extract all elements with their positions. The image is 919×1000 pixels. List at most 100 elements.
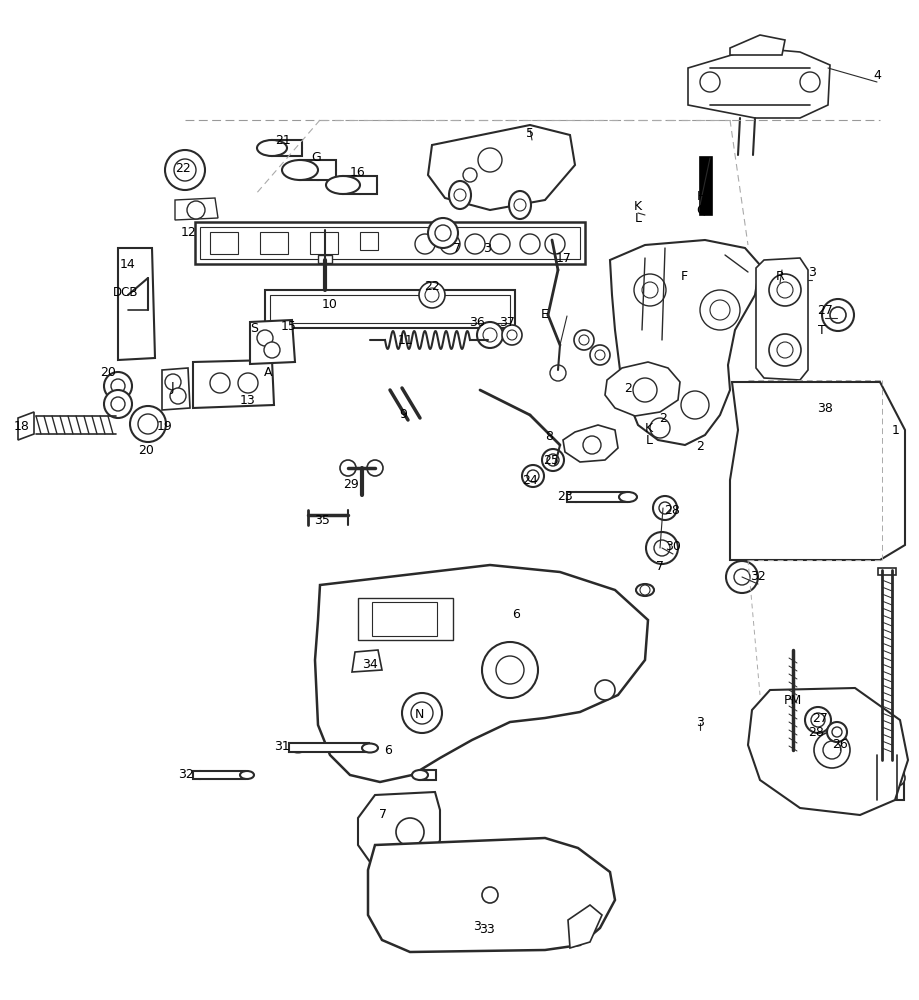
Text: 21: 21 [275, 134, 290, 147]
Text: 5: 5 [526, 127, 533, 140]
Circle shape [138, 414, 158, 434]
Circle shape [823, 741, 840, 759]
Bar [272, 140, 301, 156]
Text: 35: 35 [313, 514, 330, 526]
Text: 15: 15 [281, 320, 297, 334]
Bar [199, 227, 579, 259]
Text: F: F [680, 269, 686, 282]
Ellipse shape [325, 176, 359, 194]
Text: 3: 3 [482, 241, 491, 254]
Ellipse shape [256, 140, 287, 156]
Ellipse shape [566, 492, 584, 502]
Text: 7: 7 [379, 808, 387, 821]
Text: 8: 8 [544, 430, 552, 444]
Polygon shape [118, 248, 154, 360]
Circle shape [650, 418, 669, 438]
Bar [359, 232, 378, 250]
Circle shape [544, 234, 564, 254]
Text: 22: 22 [424, 280, 439, 294]
Circle shape [826, 722, 846, 742]
Text: 2: 2 [623, 381, 631, 394]
Text: 14: 14 [120, 258, 136, 271]
Circle shape [547, 454, 559, 466]
Circle shape [453, 189, 466, 201]
Text: 32: 32 [178, 768, 194, 781]
Circle shape [777, 282, 792, 298]
Text: 3: 3 [696, 716, 703, 730]
Circle shape [800, 72, 819, 92]
Text: 24: 24 [522, 474, 538, 487]
Polygon shape [747, 688, 907, 815]
Polygon shape [729, 35, 784, 55]
Circle shape [130, 406, 165, 442]
Circle shape [264, 342, 279, 358]
Circle shape [768, 274, 800, 306]
Circle shape [583, 436, 600, 454]
Polygon shape [567, 905, 601, 948]
Text: 19: 19 [157, 420, 173, 434]
Circle shape [439, 234, 460, 254]
Circle shape [709, 300, 729, 320]
Bar [210, 232, 238, 254]
Circle shape [519, 234, 539, 254]
Text: E: E [540, 308, 549, 322]
Bar [343, 176, 377, 194]
Text: 16: 16 [350, 166, 366, 179]
Ellipse shape [300, 160, 335, 180]
Ellipse shape [412, 770, 427, 780]
Polygon shape [605, 362, 679, 416]
Text: 1: 1 [891, 424, 899, 436]
Circle shape [476, 322, 503, 348]
Circle shape [402, 693, 441, 733]
Circle shape [573, 330, 594, 350]
Circle shape [641, 282, 657, 298]
Circle shape [238, 373, 257, 393]
Ellipse shape [289, 744, 306, 752]
Circle shape [340, 460, 356, 476]
Text: 26: 26 [831, 738, 847, 752]
Polygon shape [609, 240, 759, 445]
Polygon shape [18, 412, 34, 440]
Text: 25: 25 [542, 454, 559, 466]
Text: N: N [414, 708, 424, 720]
Circle shape [462, 168, 476, 182]
Bar [566, 492, 627, 502]
Text: 23: 23 [557, 490, 573, 504]
Text: 27: 27 [811, 712, 827, 724]
Circle shape [831, 727, 841, 737]
Text: 33: 33 [479, 923, 494, 936]
Text: K: K [633, 200, 641, 213]
Polygon shape [729, 382, 904, 560]
Circle shape [589, 345, 609, 365]
Circle shape [829, 307, 845, 323]
Ellipse shape [420, 770, 436, 780]
Text: 20: 20 [100, 365, 116, 378]
Text: 18: 18 [14, 420, 30, 434]
Polygon shape [314, 565, 647, 782]
Ellipse shape [618, 492, 636, 502]
Text: 7: 7 [655, 560, 664, 574]
Bar [269, 295, 509, 323]
Circle shape [418, 282, 445, 308]
Circle shape [680, 391, 709, 419]
Text: 9: 9 [399, 408, 406, 422]
Circle shape [411, 702, 433, 724]
Circle shape [111, 379, 125, 393]
Circle shape [478, 148, 502, 172]
Circle shape [777, 342, 792, 358]
Ellipse shape [361, 744, 378, 752]
Text: 32: 32 [749, 570, 765, 584]
Circle shape [367, 460, 382, 476]
Text: DCB: DCB [113, 286, 139, 300]
Polygon shape [193, 360, 274, 408]
Bar [310, 232, 337, 254]
Text: 28: 28 [807, 726, 823, 740]
Circle shape [165, 374, 181, 390]
Ellipse shape [240, 771, 254, 779]
Bar [357, 598, 452, 640]
Ellipse shape [508, 191, 530, 219]
Text: 3: 3 [472, 920, 481, 933]
Text: 36: 36 [469, 316, 484, 328]
Circle shape [804, 707, 830, 733]
Circle shape [210, 373, 230, 393]
